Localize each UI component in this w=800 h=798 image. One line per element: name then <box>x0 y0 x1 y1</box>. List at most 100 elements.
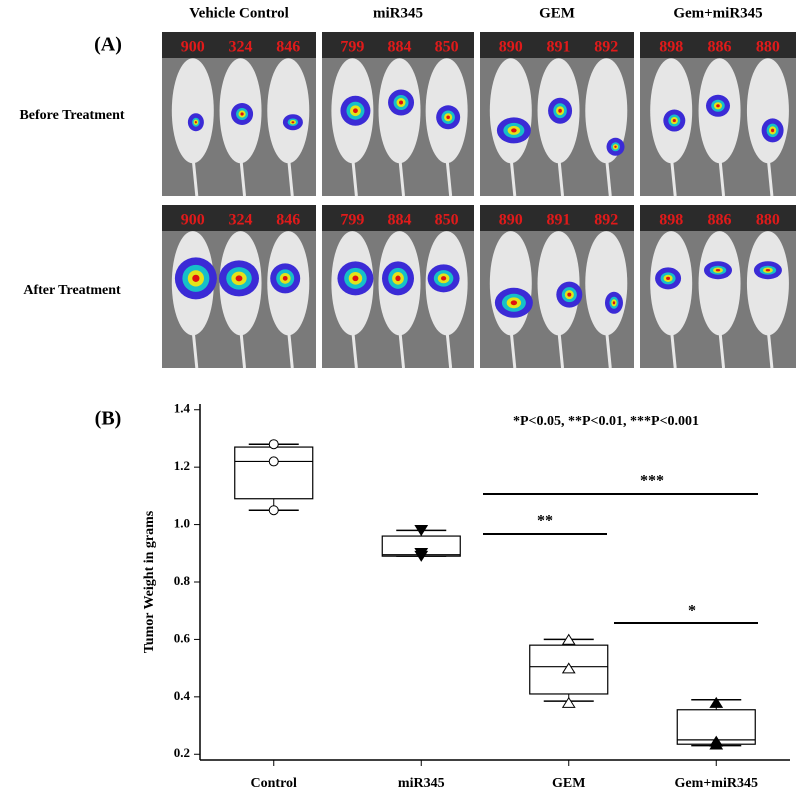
signal-core <box>511 128 517 133</box>
y-axis-label: Tumor Weight in grams <box>142 510 157 653</box>
signal-core <box>192 274 200 282</box>
signal-core <box>235 275 243 282</box>
mouse-body <box>267 58 310 164</box>
mouse-id: 898 <box>659 212 683 229</box>
mouse-id: 846 <box>276 212 300 229</box>
mouse-id: 324 <box>229 39 253 56</box>
row-label: Before Treatment <box>19 108 124 123</box>
mouse-id: 880 <box>756 212 780 229</box>
y-tick-label: 1.0 <box>174 516 190 531</box>
data-point <box>268 505 279 516</box>
significance-label: *** <box>640 473 664 490</box>
clamp-strip <box>640 205 796 231</box>
signal-core <box>352 275 359 282</box>
mouse-body <box>537 231 580 336</box>
mouse-id: 850 <box>435 212 459 229</box>
y-tick-label: 0.2 <box>174 745 190 760</box>
clamp-strip <box>322 32 474 58</box>
data-point <box>414 525 429 537</box>
signal-core <box>765 269 771 272</box>
mouse-id: 884 <box>388 39 412 56</box>
panel-a: (A) Vehicle Control 900 324 846 900 324 846 miR… <box>19 5 796 369</box>
data-point <box>561 633 576 645</box>
column-header: GEM <box>539 5 575 21</box>
signal-core <box>194 121 197 124</box>
mouse-id: 900 <box>181 212 205 229</box>
x-tick-label: Control <box>251 776 298 791</box>
column-header: Vehicle Control <box>189 5 289 21</box>
panel-label: (B) <box>95 408 122 430</box>
data-point <box>268 439 279 450</box>
signal-core <box>567 292 572 297</box>
signal-core <box>395 275 401 282</box>
mouse-id: 892 <box>594 212 618 229</box>
x-tick-label: GEM <box>552 776 585 791</box>
clamp-strip <box>322 205 474 231</box>
mouse-id: 799 <box>340 212 364 229</box>
mouse-id: 799 <box>340 39 364 56</box>
x-tick-label: miR345 <box>398 776 445 791</box>
mouse-id: 892 <box>594 39 618 56</box>
mouse-body <box>746 58 789 164</box>
mouse-id: 890 <box>499 212 523 229</box>
signal-core <box>441 276 447 281</box>
mouse-body <box>585 58 628 164</box>
signal-core <box>291 121 295 124</box>
mouse-id: 891 <box>547 212 571 229</box>
y-tick-label: 0.4 <box>174 688 191 703</box>
mouse-id: 880 <box>756 39 780 56</box>
clamp-strip <box>162 32 316 58</box>
row-label: After Treatment <box>23 283 121 298</box>
signal-core <box>282 275 288 281</box>
panel-label: (A) <box>94 34 122 56</box>
signal-core <box>353 108 358 114</box>
data-point <box>268 456 279 467</box>
mouse-id: 890 <box>499 39 523 56</box>
mouse-id: 886 <box>708 39 732 56</box>
mouse-id: 850 <box>435 39 459 56</box>
significance-label: * <box>688 603 696 620</box>
mouse-id: 884 <box>388 212 412 229</box>
mouse-id: 846 <box>276 39 300 56</box>
y-tick-label: 1.4 <box>174 401 191 416</box>
mouse-body <box>489 58 532 164</box>
signal-core <box>558 108 562 113</box>
data-point <box>414 550 429 562</box>
signal-core <box>240 112 244 116</box>
signal-core <box>666 276 671 280</box>
column-header: miR345 <box>373 5 423 21</box>
mouse-body <box>585 231 628 336</box>
clamp-strip <box>480 32 634 58</box>
signal-core <box>716 104 720 108</box>
signal-core <box>715 269 721 272</box>
signal-core <box>614 145 617 148</box>
mouse-body <box>171 58 214 164</box>
mouse-body <box>746 231 789 336</box>
x-tick-label: Gem+miR345 <box>675 776 758 791</box>
data-point <box>709 738 724 750</box>
mouse-body <box>489 231 532 336</box>
y-tick-label: 0.6 <box>174 630 191 645</box>
column-header: Gem+miR345 <box>673 5 762 21</box>
box <box>234 446 314 500</box>
data-point <box>561 662 576 674</box>
data-point <box>709 696 724 708</box>
mouse-id: 898 <box>659 39 683 56</box>
signal-core <box>612 301 616 305</box>
clamp-strip <box>640 32 796 58</box>
mouse-id: 900 <box>181 39 205 56</box>
signal-core <box>672 118 676 123</box>
signal-core <box>446 115 450 120</box>
y-tick-label: 0.8 <box>174 573 191 588</box>
mouse-id: 886 <box>708 212 732 229</box>
y-tick-label: 1.2 <box>174 458 190 473</box>
data-point <box>561 696 576 708</box>
mouse-body <box>698 231 741 336</box>
mouse-id: 891 <box>547 39 571 56</box>
clamp-strip <box>162 205 316 231</box>
signal-core <box>771 128 775 133</box>
significance-legend: *P<0.05, **P<0.01, ***P<0.001 <box>513 414 699 429</box>
panel-b: (B) Tumor Weight in grams *P<0.05, **P<0… <box>95 401 790 791</box>
signal-core <box>399 100 404 105</box>
